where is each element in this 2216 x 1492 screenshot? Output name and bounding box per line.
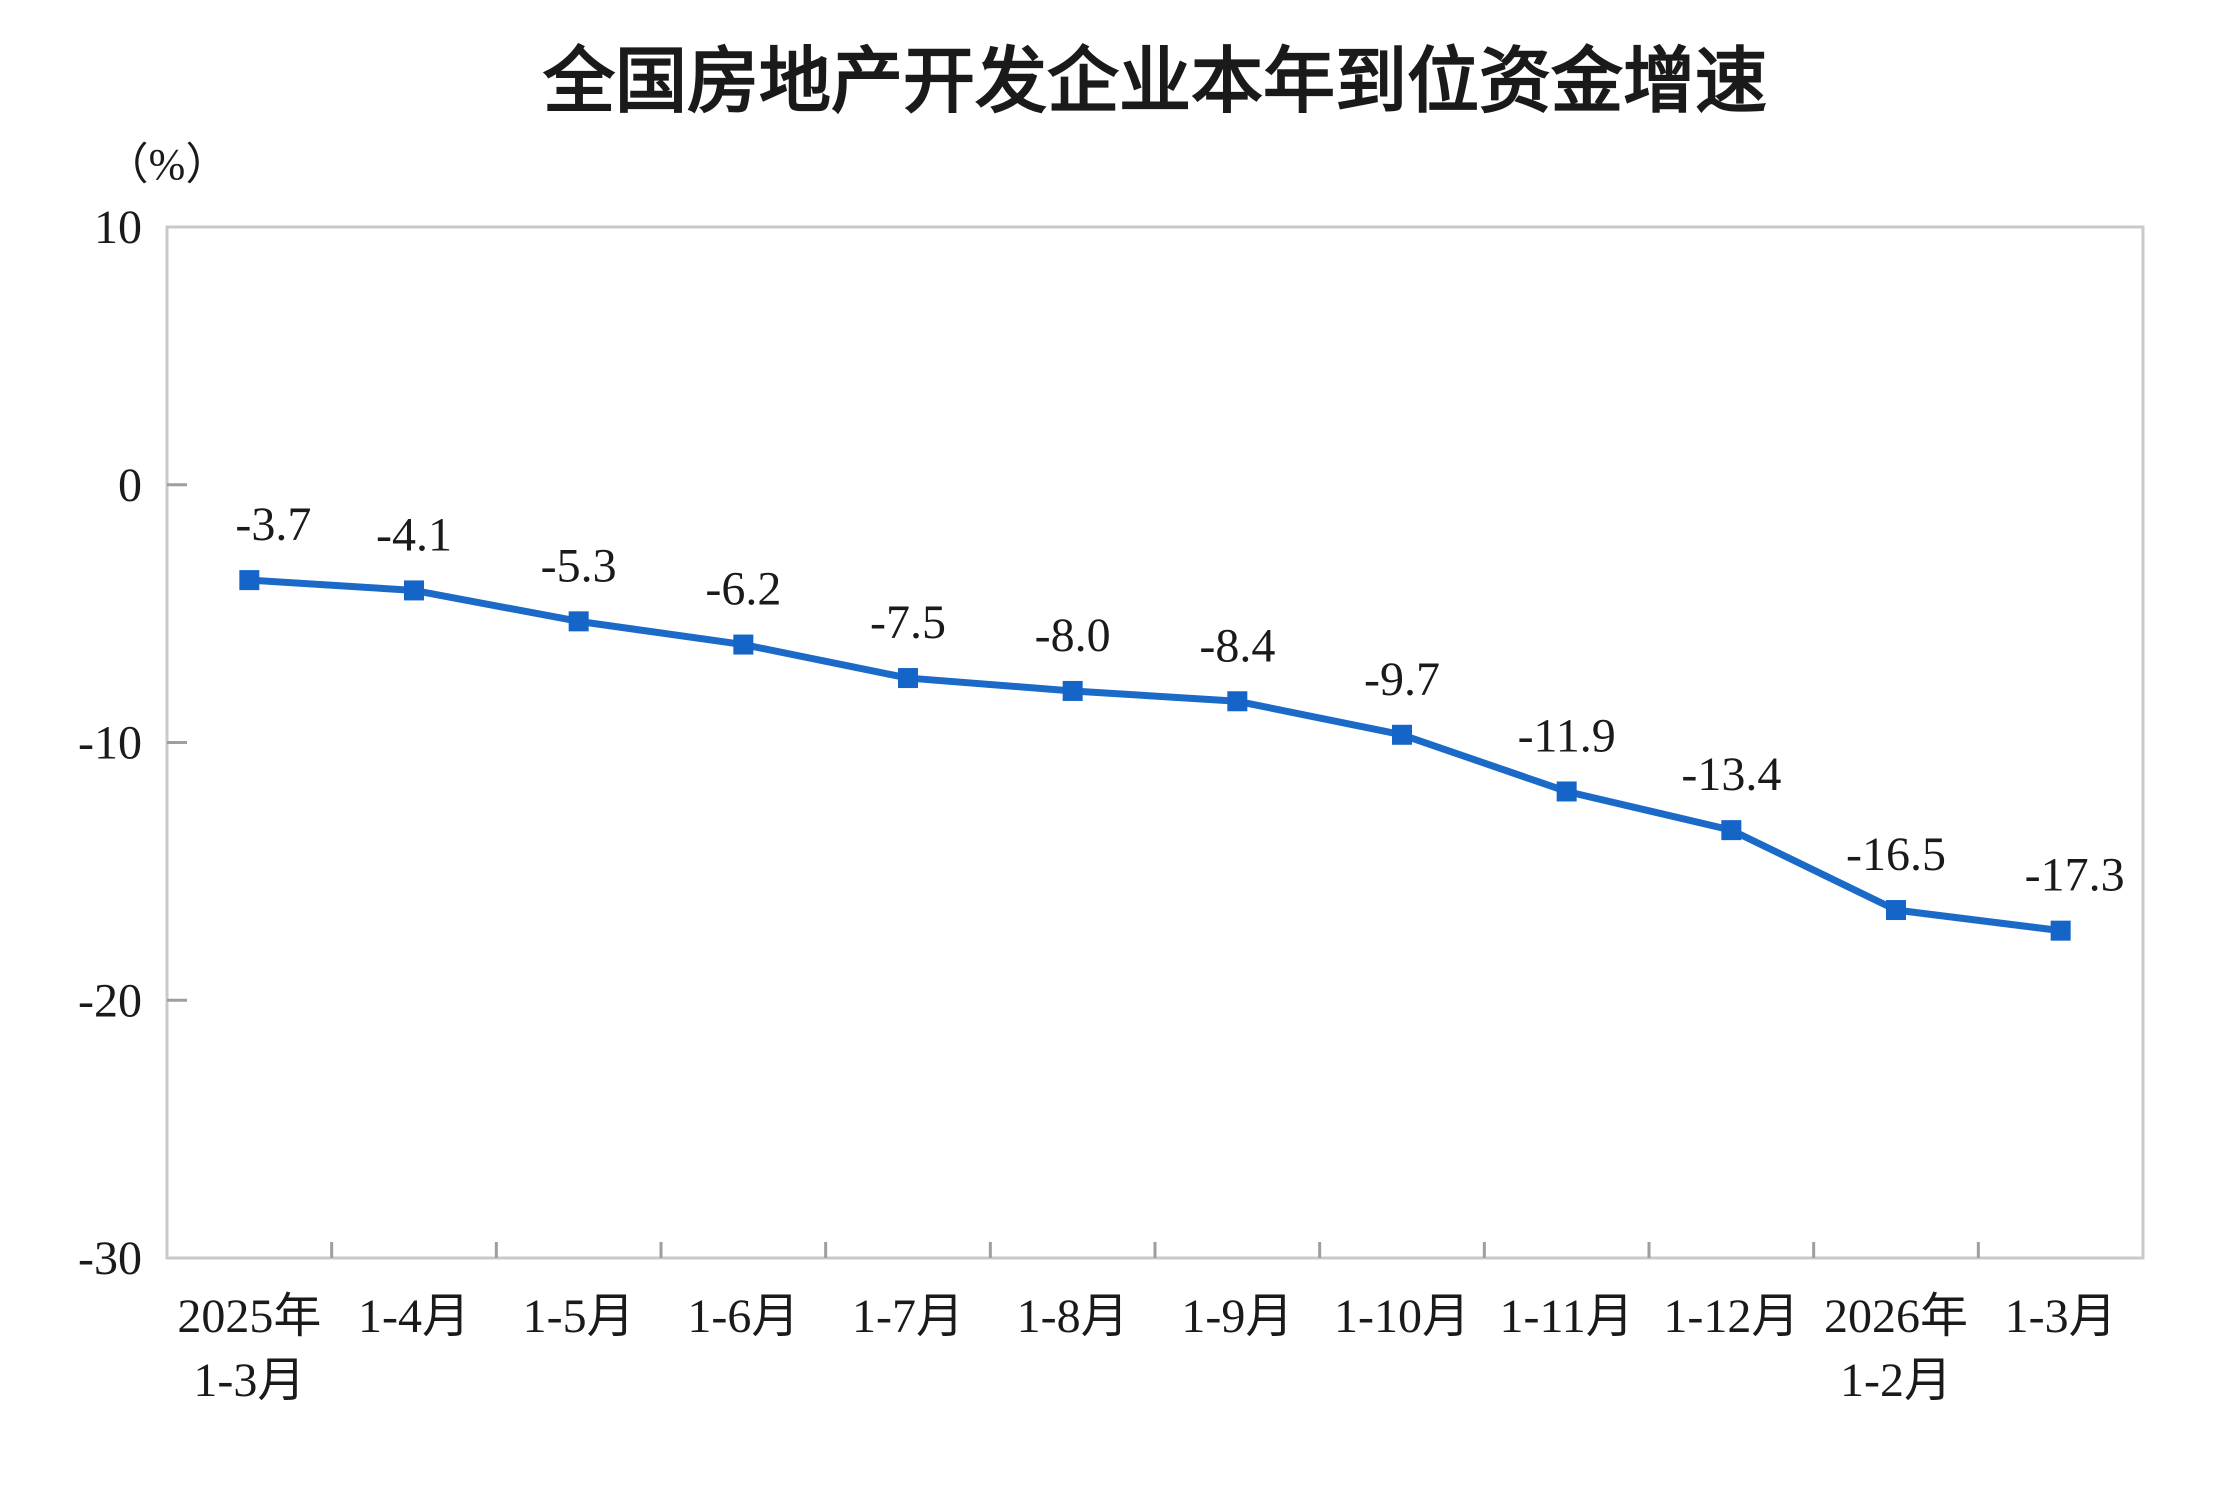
data-point-value-label: -16.5: [1846, 828, 1946, 881]
data-point-value-label: -8.0: [1035, 609, 1111, 662]
y-axis: 10 0 -10 -20 -30: [78, 201, 187, 1285]
data-point-marker: [1227, 691, 1248, 712]
data-point-value-label: -13.4: [1681, 748, 1781, 801]
data-point-value-label: -3.7: [235, 498, 311, 551]
y-axis-tick-label: 10: [94, 201, 142, 254]
x-axis-tick-label: 1-11月: [1500, 1290, 1634, 1343]
x-axis-tick-label: 1-3月: [2005, 1290, 2117, 1343]
chart-title: 全国房地产开发企业本年到位资金增速: [542, 42, 1767, 122]
data-point-marker: [898, 668, 918, 689]
x-axis-tick-label: 1-8月: [1017, 1290, 1129, 1343]
data-point-marker: [1062, 680, 1083, 701]
data-point-value-label: -9.7: [1364, 653, 1440, 706]
data-point-value-label: -17.3: [2025, 849, 2125, 902]
data-point-marker: [1392, 724, 1412, 745]
x-axis-tick-label: 1-9月: [1181, 1290, 1293, 1343]
data-point-value-label: -8.4: [1199, 619, 1275, 672]
y-axis-tick-label: -30: [78, 1232, 142, 1285]
plot-border: [165, 225, 2145, 1260]
data-point-value-label: -11.9: [1518, 709, 1616, 762]
data-point-marker: [1721, 820, 1742, 841]
series-line: [245, 576, 2065, 935]
data-point-marker: [733, 634, 754, 655]
data-point-value-label: -4.1: [376, 508, 452, 561]
x-axis-tick-label: 2026年 1-2月: [1824, 1290, 1968, 1407]
x-axis-tick-label: 1-4月: [358, 1290, 470, 1343]
x-axis-tick-label: 1-7月: [852, 1290, 964, 1343]
x-axis: 2025年 1-3月 1-4月 1-5月 1-6月 1-7月 1-8月 1-9月 1-10月 1-…: [177, 1242, 2117, 1407]
data-point-marker: [404, 580, 424, 601]
x-axis-tick-label: 2025年 1-3月: [177, 1290, 321, 1407]
x-axis-tick-label: 1-12月: [1663, 1290, 1799, 1343]
data-point-marker: [568, 611, 589, 632]
data-series: [239, 570, 2071, 941]
y-axis-tick-label: -10: [78, 717, 142, 770]
data-point-marker: [1556, 781, 1577, 802]
data-labels: -3.7 -4.1 -5.3 -6.2 -7.5 -8.0 -8.4 -9.7 -11.9 -13…: [235, 498, 2124, 902]
x-axis-tick-label: 1-6月: [687, 1290, 799, 1343]
plot-area: [165, 225, 2145, 1260]
data-point-value-label: -7.5: [870, 596, 946, 649]
data-point-value-label: -6.2: [705, 563, 781, 616]
x-axis-tick-label: 1-5月: [523, 1290, 635, 1343]
x-axis-tick-label: 1-10月: [1334, 1290, 1470, 1343]
data-point-marker: [1886, 900, 1906, 921]
data-point-marker: [2050, 920, 2071, 941]
data-point-marker: [239, 570, 260, 591]
y-axis-unit-label: （%）: [104, 140, 230, 189]
data-point-value-label: -5.3: [541, 539, 617, 592]
y-axis-tick-label: -20: [78, 974, 142, 1027]
y-axis-tick-label: 0: [118, 459, 142, 512]
